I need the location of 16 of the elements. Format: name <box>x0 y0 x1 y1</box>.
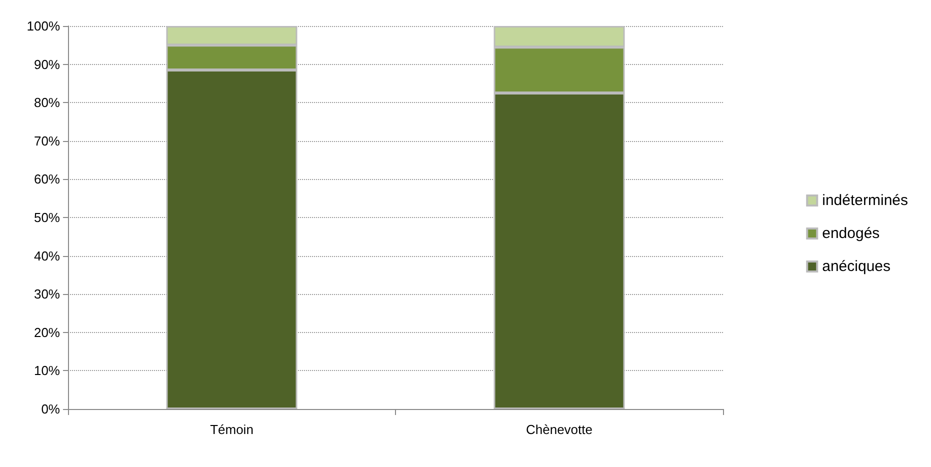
legend-label: anéciques <box>822 258 891 275</box>
y-tick-label: 90% <box>34 56 60 72</box>
legend-label: endogés <box>822 225 880 242</box>
y-tick-label: 100% <box>26 18 60 34</box>
y-tick-label: 20% <box>34 324 60 340</box>
legend-label: indéterminés <box>822 192 908 209</box>
y-tick-label: 0% <box>41 402 60 416</box>
y-tick-label: 70% <box>34 133 60 148</box>
x-tick-label: Chènevotte <box>526 422 592 437</box>
y-tick-label: 40% <box>34 248 60 264</box>
y-tick-label: 10% <box>34 363 60 378</box>
x-tick-label: Témoin <box>210 422 254 437</box>
y-tick-label: 80% <box>34 95 60 110</box>
y-tick-label: 50% <box>34 210 60 225</box>
y-tick-label: 60% <box>34 172 60 187</box>
y-tick-label: 30% <box>34 286 60 302</box>
